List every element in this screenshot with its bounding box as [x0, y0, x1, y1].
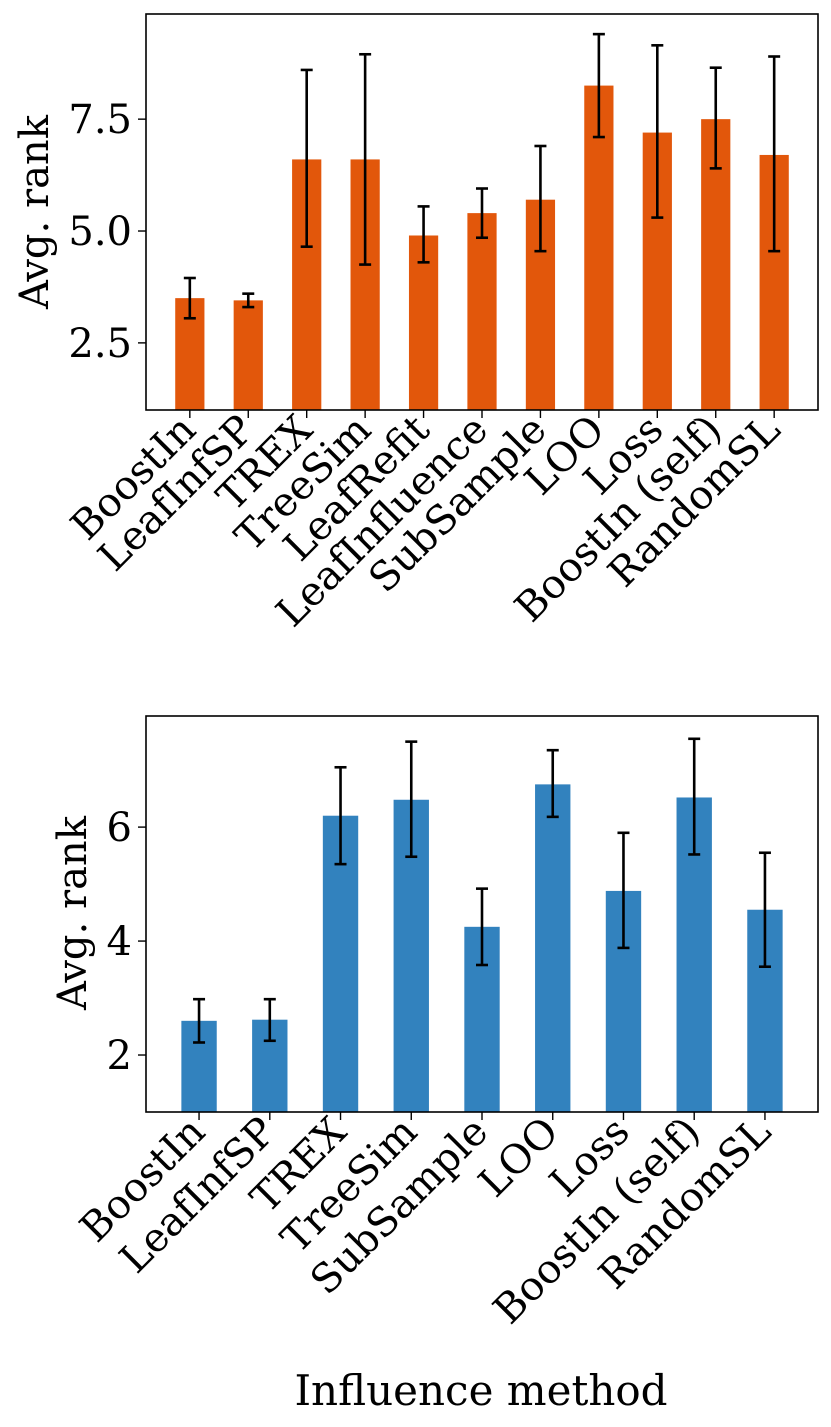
top-bar-leafrefit [408, 235, 439, 410]
bottom-error-bar [546, 748, 559, 819]
top-y-tick-label: 7.5 [68, 97, 132, 143]
top-error-bar [183, 276, 196, 320]
top-y-axis-label: Avg. rank [12, 114, 58, 310]
top-error-bar [300, 68, 313, 248]
top-y-tick-label: 5.0 [68, 209, 132, 255]
top-bar-leafinfsp [233, 300, 263, 410]
top-error-bar [417, 205, 430, 264]
top-bar-loo [584, 85, 614, 410]
bottom-error-bar [758, 851, 771, 969]
x-axis-label: Influence method [294, 1366, 667, 1415]
top-bar-leafinfluence [467, 213, 497, 410]
bottom-y-axis-label: Avg. rank [50, 815, 96, 1011]
bottom-y-tick-label: 6 [107, 805, 132, 851]
bottom-y-tick-label: 4 [107, 919, 132, 965]
bottom-error-bar [263, 997, 276, 1043]
bottom-bar-loo [535, 784, 571, 1112]
top-error-bar [768, 55, 781, 253]
top-error-bar [592, 32, 605, 139]
bottom-error-bar [617, 831, 630, 950]
top-chart-panel: Avg. rank 2.55.07.5BoostInLeafInfSPTREXT… [12, 13, 819, 636]
bottom-x-tick-label: LOO [470, 1109, 568, 1207]
bottom-error-bar [688, 737, 701, 856]
top-error-bar [476, 187, 488, 240]
top-y-tick-label: 2.5 [68, 321, 132, 367]
top-error-bar [709, 66, 722, 170]
bottom-error-bar [334, 765, 347, 866]
bottom-chart-panel: Avg. rank Influence method 246BoostInLea… [50, 715, 819, 1415]
top-error-bar [359, 52, 372, 266]
top-error-bar [651, 44, 664, 219]
bottom-error-bar [405, 740, 418, 859]
bottom-error-bar [193, 997, 206, 1044]
top-error-bar [242, 292, 255, 309]
top-error-bar [534, 144, 547, 253]
bottom-y-tick-label: 2 [107, 1033, 132, 1079]
bottom-error-bar [476, 887, 488, 967]
